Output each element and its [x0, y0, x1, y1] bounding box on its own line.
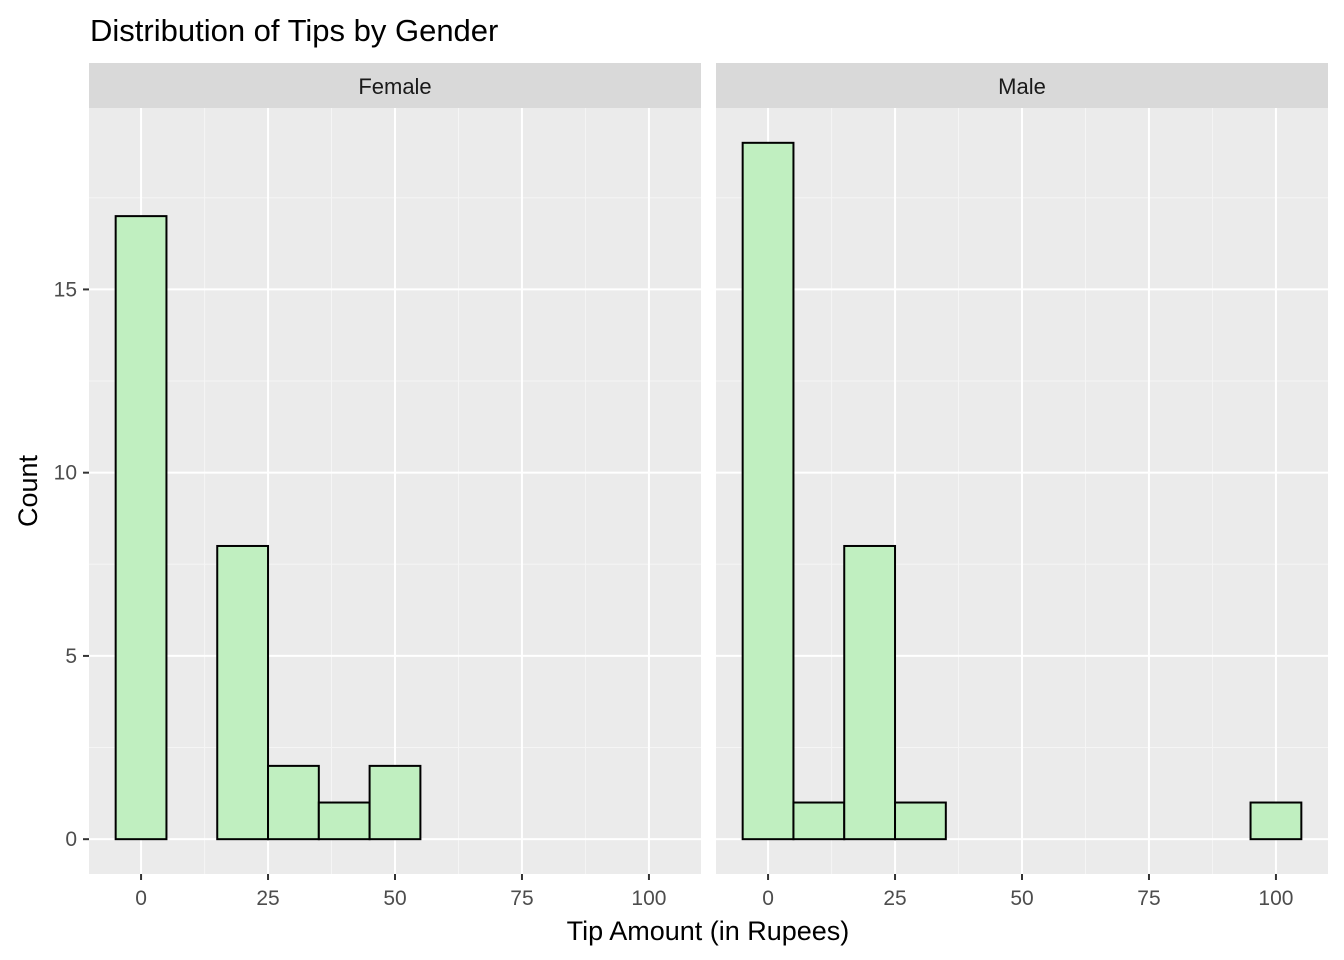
- x-tick-label: 50: [1010, 887, 1033, 910]
- y-tick-label: 10: [54, 462, 77, 485]
- panel-male: Male 0 25 50 75 100: [716, 63, 1328, 910]
- facet-strip-label: Male: [998, 74, 1046, 99]
- x-tick-label: 75: [510, 887, 533, 910]
- x-tick-label: 25: [883, 887, 906, 910]
- y-tick-label: 15: [54, 278, 77, 301]
- facet-strip: [89, 63, 701, 108]
- histogram-bar: [741, 141, 795, 841]
- histogram-bar: [267, 764, 320, 841]
- histogram-bar: [843, 544, 897, 841]
- y-tick-label: 0: [65, 828, 77, 851]
- chart-title: Distribution of Tips by Gender: [90, 13, 498, 48]
- x-tick-label: 50: [383, 887, 406, 910]
- histogram-bar: [216, 544, 270, 841]
- y-axis: 0 5 10 15: [54, 278, 89, 851]
- facet-strip: [716, 63, 1328, 108]
- x-tick-label: 0: [762, 887, 774, 910]
- histogram-bar: [317, 801, 371, 841]
- x-tick-label: 100: [631, 887, 666, 910]
- facet-strip-label: Female: [358, 74, 431, 99]
- x-tick-label: 0: [135, 887, 147, 910]
- facet-panels: Female 0 25 50 75 100 Male 0 25 50 75 100: [89, 63, 1328, 910]
- x-tick-label: 25: [256, 887, 279, 910]
- histogram-bar: [894, 801, 947, 841]
- panel-female: Female 0 25 50 75 100: [89, 63, 701, 910]
- histogram-bar: [1249, 801, 1303, 841]
- x-axis-title: Tip Amount (in Rupees): [567, 916, 850, 946]
- y-axis-title: Count: [13, 454, 43, 527]
- x-tick-label: 75: [1137, 887, 1160, 910]
- histogram-bar: [368, 764, 422, 841]
- histogram-bar: [114, 215, 168, 841]
- y-tick-label: 5: [65, 645, 77, 668]
- x-tick-label: 100: [1258, 887, 1293, 910]
- histogram-bar: [792, 801, 846, 841]
